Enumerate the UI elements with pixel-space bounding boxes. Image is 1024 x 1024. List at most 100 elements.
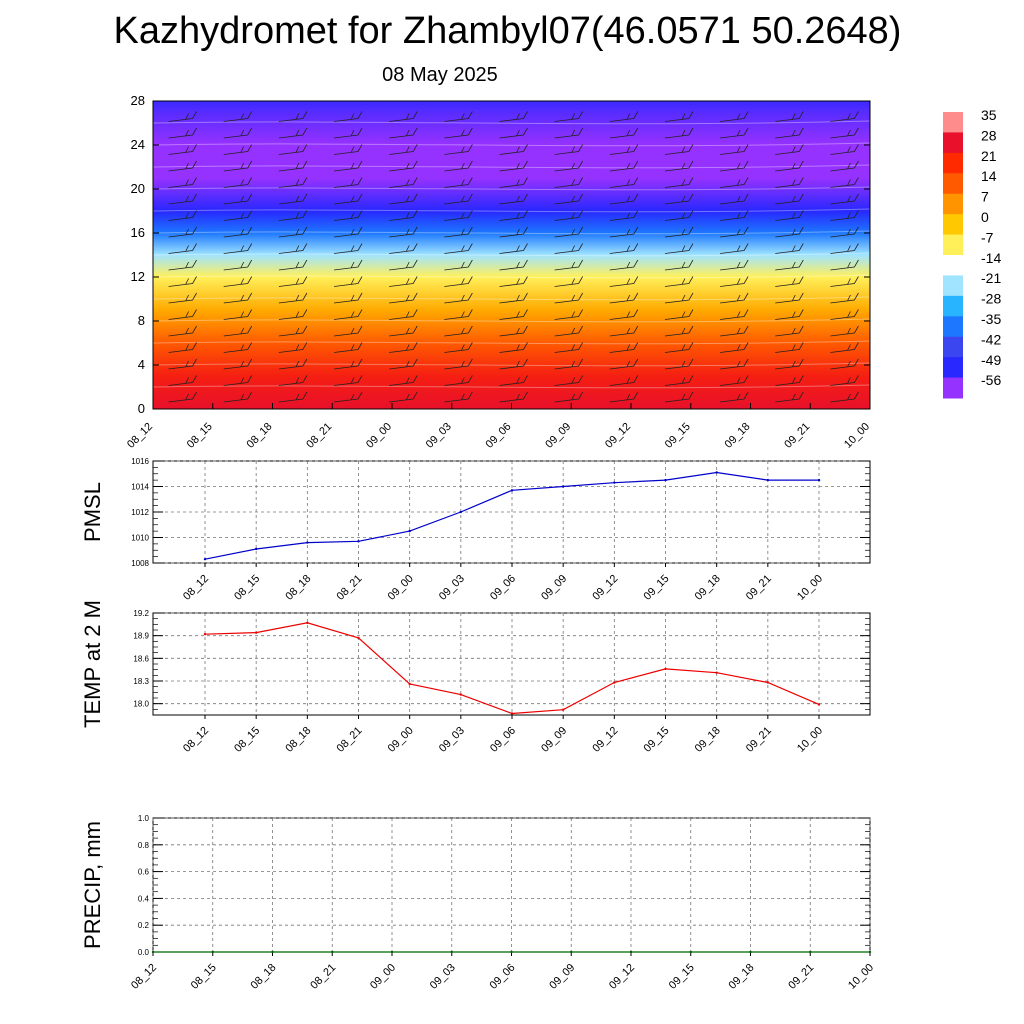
wind-barb bbox=[444, 243, 473, 254]
wind-barb bbox=[720, 177, 749, 188]
data-point bbox=[203, 632, 207, 636]
wind-barb bbox=[278, 127, 308, 139]
x-tick-label: 08_12 bbox=[181, 725, 211, 755]
data-point bbox=[629, 950, 633, 954]
contour-line bbox=[152, 230, 871, 235]
wind-barb bbox=[168, 309, 197, 320]
colorbar-swatch bbox=[943, 336, 963, 358]
y-tick-label: 18.6 bbox=[133, 654, 149, 663]
x-tick-label: 10_00 bbox=[842, 421, 872, 451]
wind-barb bbox=[444, 325, 473, 337]
wind-barb bbox=[389, 342, 418, 353]
wind-barb bbox=[499, 309, 528, 320]
data-point bbox=[664, 478, 667, 482]
wind-barb bbox=[775, 325, 804, 337]
wind-barb bbox=[168, 375, 197, 386]
wind-barb bbox=[278, 144, 308, 155]
wind-barb bbox=[554, 375, 584, 386]
wind-barb bbox=[830, 111, 859, 122]
wind-barb bbox=[830, 144, 859, 155]
wind-barb bbox=[389, 144, 418, 155]
wind-barb bbox=[554, 111, 584, 122]
wind-barb bbox=[720, 210, 749, 221]
wind-barb bbox=[554, 309, 584, 320]
y-tick-label: 19.2 bbox=[133, 609, 149, 618]
data-point bbox=[715, 471, 718, 474]
y-axis-label: PRECIP, mm bbox=[80, 821, 105, 949]
x-tick-label: 09_03 bbox=[424, 421, 454, 451]
y-tick-label: 1016 bbox=[131, 457, 149, 466]
wind-barb bbox=[499, 160, 528, 172]
wind-barb bbox=[830, 243, 859, 254]
wind-barb bbox=[720, 243, 749, 254]
wind-barb bbox=[444, 144, 473, 155]
contour-line bbox=[152, 318, 871, 323]
data-point bbox=[766, 478, 770, 482]
data-point bbox=[817, 478, 821, 482]
wind-barb bbox=[223, 177, 253, 188]
wind-barb bbox=[278, 243, 308, 254]
wind-barb bbox=[444, 276, 473, 287]
wind-barb bbox=[278, 160, 308, 172]
wind-barb bbox=[499, 177, 528, 188]
wind-barb bbox=[499, 193, 528, 205]
data-point bbox=[390, 950, 394, 954]
wind-barb bbox=[499, 259, 528, 271]
wind-barb bbox=[223, 309, 253, 320]
wind-barb bbox=[775, 243, 804, 254]
wind-barb bbox=[223, 292, 253, 304]
wind-barb bbox=[664, 309, 694, 320]
wind-barb bbox=[720, 160, 749, 172]
wind-barb bbox=[830, 177, 859, 188]
wind-barb bbox=[664, 144, 694, 155]
wind-barb bbox=[554, 144, 584, 155]
wind-barb bbox=[389, 259, 418, 271]
wind-barb bbox=[720, 358, 749, 370]
wind-barb bbox=[168, 259, 197, 271]
wind-barb bbox=[444, 111, 473, 122]
heatmap-field bbox=[153, 101, 870, 409]
wind-barb bbox=[499, 226, 528, 238]
wind-barb bbox=[775, 210, 804, 221]
wind-barb bbox=[333, 111, 363, 122]
data-point bbox=[766, 681, 770, 684]
wind-barb bbox=[168, 127, 197, 139]
y-tick-label: 0.8 bbox=[138, 841, 150, 850]
wind-barb bbox=[223, 276, 253, 287]
wind-barb bbox=[775, 111, 804, 122]
x-tick-label: 09_21 bbox=[782, 421, 812, 451]
wind-barb bbox=[499, 342, 528, 353]
wind-barb bbox=[720, 292, 749, 304]
wind-barb bbox=[775, 127, 804, 139]
x-tick-label: 08_12 bbox=[129, 962, 159, 992]
data-point bbox=[203, 557, 207, 561]
x-tick-label: 09_12 bbox=[603, 421, 633, 451]
wind-barb bbox=[223, 325, 253, 337]
wind-barb bbox=[223, 160, 253, 172]
wind-barb bbox=[830, 292, 859, 304]
wind-barb bbox=[389, 177, 418, 188]
wind-barb bbox=[444, 226, 473, 238]
colorbar-swatch bbox=[943, 173, 963, 195]
y-tick-label: 12 bbox=[131, 269, 145, 284]
wind-barb bbox=[389, 391, 418, 403]
wind-barb bbox=[389, 226, 418, 238]
wind-barb bbox=[444, 259, 473, 271]
wind-barb bbox=[278, 276, 308, 287]
x-tick-label: 09_15 bbox=[663, 421, 693, 451]
data-point bbox=[450, 950, 453, 954]
wind-barb bbox=[223, 342, 253, 353]
x-tick-label: 10_00 bbox=[846, 962, 876, 992]
data-point bbox=[749, 950, 752, 954]
colorbar-label: 14 bbox=[981, 168, 997, 184]
data-point bbox=[664, 667, 667, 671]
wind-barb bbox=[664, 243, 694, 254]
colorbar-swatch bbox=[943, 132, 963, 154]
wind-barb bbox=[830, 276, 859, 287]
wind-barb bbox=[444, 127, 473, 139]
wind-barb bbox=[278, 259, 308, 271]
x-tick-label: 09_21 bbox=[786, 962, 816, 992]
wind-barb bbox=[389, 127, 418, 139]
wind-barb bbox=[333, 193, 363, 205]
wind-barb bbox=[168, 342, 197, 353]
